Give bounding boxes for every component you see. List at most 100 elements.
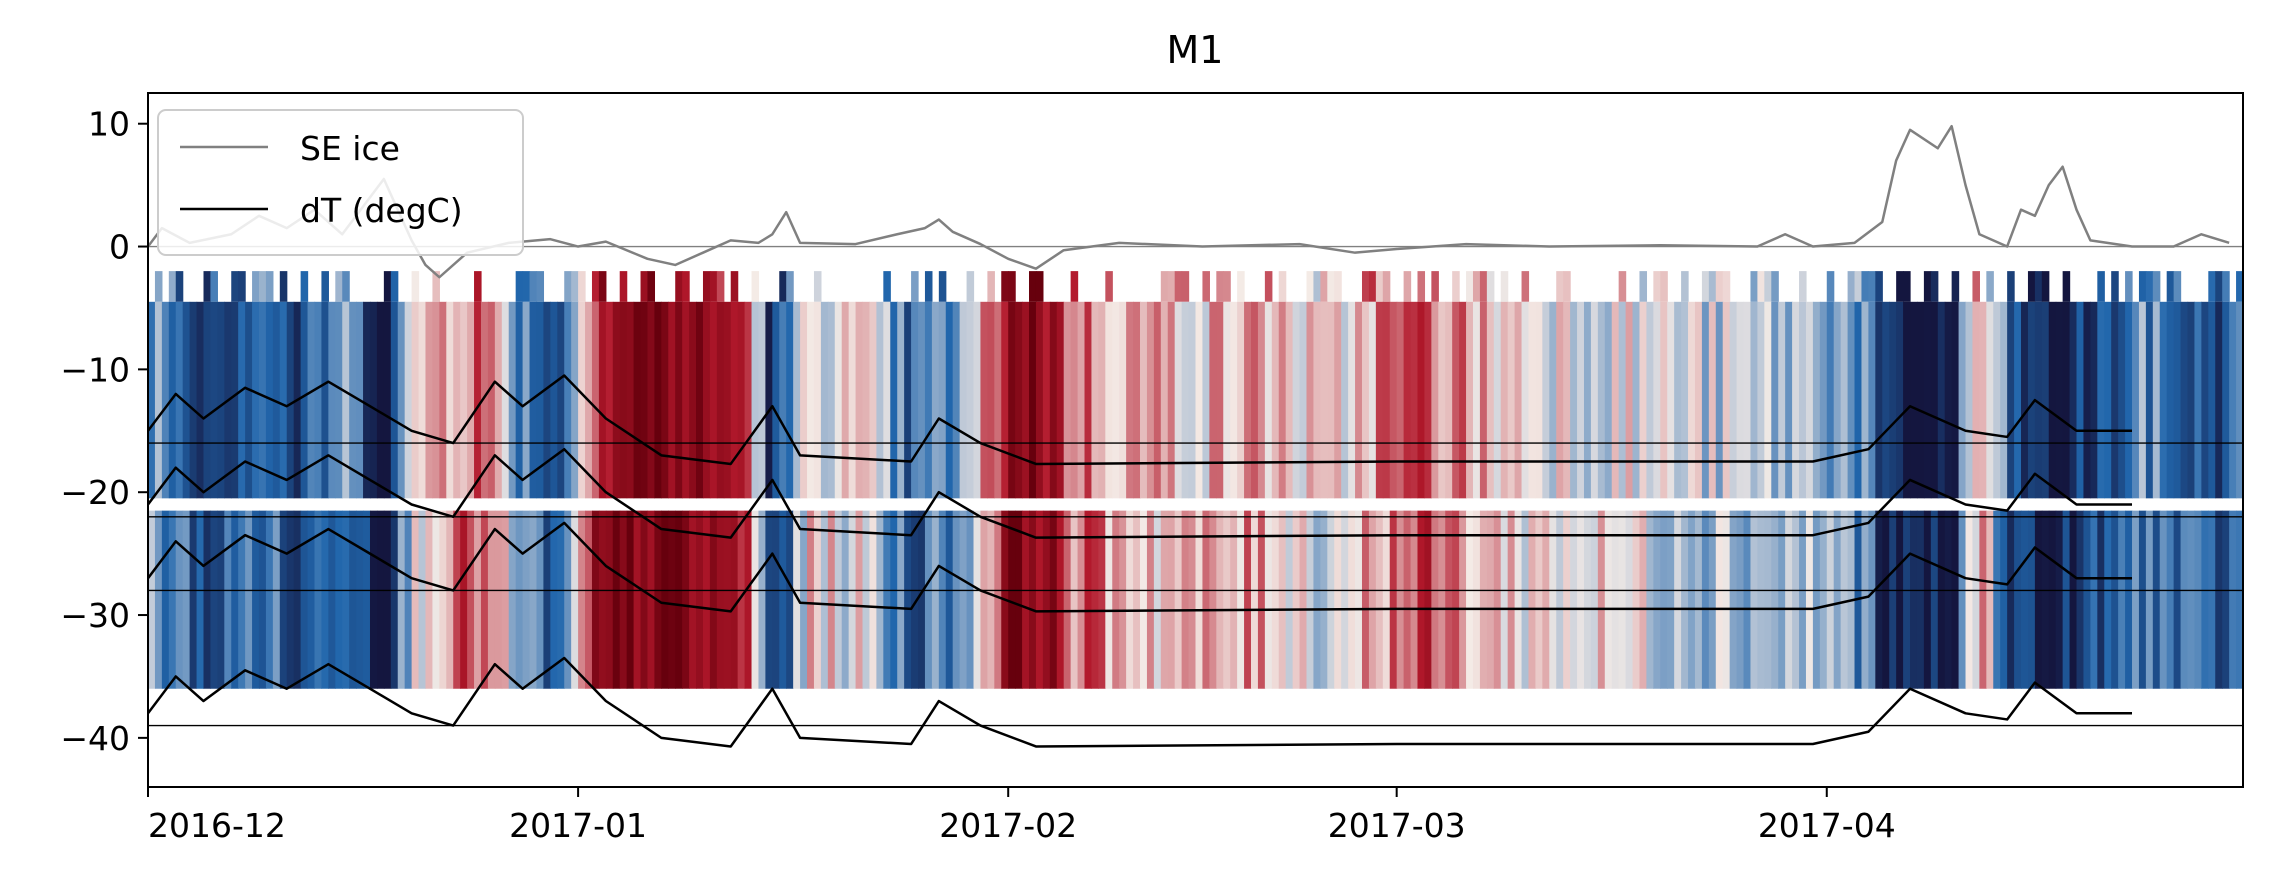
heatmap-cell-0 [1278, 271, 1287, 302]
heatmap-cell-1 [1944, 301, 1953, 499]
heatmap-cell-1 [1799, 301, 1807, 499]
heatmap-cell-1 [1140, 301, 1148, 499]
heatmap-cell-1 [1452, 301, 1460, 499]
heatmap-cell-2 [1701, 510, 1710, 689]
heatmap-cell-1 [1424, 301, 1432, 499]
heatmap-cell-2 [1278, 510, 1287, 689]
heatmap-cell-2 [702, 510, 711, 689]
heatmap-cell-1 [2138, 301, 2147, 499]
y-tick-label-5: −40 [60, 719, 130, 758]
heatmap-cell-0 [2111, 271, 2119, 302]
heatmap-cell-2 [1389, 510, 1398, 689]
heatmap-cell-1 [258, 301, 267, 499]
heatmap-cell-2 [182, 510, 191, 689]
heatmap-cell-1 [1188, 301, 1197, 499]
heatmap-cell-1 [217, 301, 225, 499]
plot-frame [147, 92, 2244, 788]
heatmap-cell-2 [793, 510, 801, 689]
heatmap-cell-2 [1292, 510, 1301, 689]
series-line-dt-3 [148, 656, 2133, 748]
heatmap-cell-1 [349, 301, 357, 499]
heatmap-cell-0 [1854, 271, 1863, 302]
heatmap-cell-1 [1334, 301, 1342, 499]
heatmap-cell-2 [1348, 510, 1356, 689]
heatmap-cell-1 [2000, 301, 2008, 499]
heatmap-cell-2 [1805, 510, 1814, 689]
heatmap-cell-0 [966, 271, 975, 302]
heatmap-cell-0 [1701, 271, 1710, 302]
heatmap-cell-2 [1140, 510, 1148, 689]
heatmap-cell-1 [2222, 301, 2230, 499]
heatmap-cell-2 [1251, 510, 1259, 689]
heatmap-cell-1 [1847, 301, 1856, 499]
heatmap-cell-1 [924, 301, 933, 499]
heatmap-cell-2 [1986, 510, 1994, 689]
heatmap-cell-2 [647, 510, 656, 689]
heatmap-cell-2 [404, 510, 413, 689]
heatmap-cell-1 [1375, 301, 1384, 499]
heatmap-cell-1 [1459, 301, 1467, 499]
heatmap-cell-0 [1313, 271, 1321, 302]
heatmap-cell-2 [1466, 510, 1474, 689]
heatmap-cell-2 [1993, 510, 2001, 689]
heatmap-cell-1 [696, 301, 704, 499]
heatmap-cell-2 [1923, 510, 1932, 689]
heatmap-cell-2 [1244, 510, 1252, 689]
heatmap-cell-0 [1875, 271, 1883, 302]
heatmap-cell-2 [258, 510, 267, 689]
heatmap-cell-2 [536, 510, 545, 689]
heatmap-cell-2 [1015, 510, 1023, 689]
heatmap-cell-2 [1063, 510, 1072, 689]
heatmap-cell-0 [1896, 271, 1904, 302]
heatmap-cell-2 [522, 510, 531, 689]
heatmap-cell-0 [938, 271, 947, 302]
heatmap-cell-1 [1722, 301, 1731, 499]
heatmap-cell-1 [931, 301, 940, 499]
y-tick-label-1: 0 [109, 228, 130, 267]
x-tick-label-2: 2017-02 [939, 806, 1077, 845]
heatmap-cell-2 [1549, 510, 1557, 689]
heatmap-cell-1 [730, 301, 739, 499]
heatmap-cell-2 [1084, 510, 1093, 689]
heatmap-cell-0 [1715, 271, 1724, 302]
heatmap-cell-2 [1056, 510, 1065, 689]
heatmap-cell-2 [1916, 510, 1925, 689]
heatmap-cell-1 [245, 301, 253, 499]
heatmap-cell-1 [487, 301, 496, 499]
heatmap-cell-2 [1639, 510, 1648, 689]
heatmap-cell-1 [1479, 301, 1488, 499]
heatmap-cell-0 [1029, 271, 1037, 302]
heatmap-layer [148, 271, 2243, 689]
heatmap-cell-2 [1105, 510, 1113, 689]
heatmap-cell-0 [1951, 271, 1960, 302]
heatmap-cell-1 [938, 301, 947, 499]
heatmap-cell-2 [1299, 510, 1308, 689]
heatmap-cell-2 [1209, 510, 1217, 689]
heatmap-cell-0 [2152, 271, 2161, 302]
heatmap-cell-2 [335, 510, 343, 689]
heatmap-cell-1 [1681, 301, 1689, 499]
heatmap-cell-0 [2208, 271, 2216, 302]
heatmap-cell-2 [1327, 510, 1335, 689]
heatmap-cell-2 [1542, 510, 1550, 689]
heatmap-cell-1 [363, 301, 371, 499]
heatmap-cell-1 [633, 301, 642, 499]
heatmap-cell-1 [1604, 301, 1613, 499]
heatmap-cell-2 [1202, 510, 1210, 689]
heatmap-cell-0 [1306, 271, 1315, 302]
heatmap-cell-1 [1174, 301, 1183, 499]
heatmap-cell-2 [883, 510, 891, 689]
heatmap-cell-0 [2215, 271, 2223, 302]
heatmap-cell-0 [1431, 271, 1439, 302]
heatmap-cell-0 [1986, 271, 1994, 302]
heatmap-cell-0 [1930, 271, 1939, 302]
heatmap-cell-2 [716, 510, 725, 689]
heatmap-cell-1 [2097, 301, 2105, 499]
heatmap-cell-1 [1514, 301, 1523, 499]
heatmap-cell-1 [1244, 301, 1252, 499]
heatmap-cell-2 [1382, 510, 1391, 689]
heatmap-cell-2 [1355, 510, 1363, 689]
heatmap-cell-2 [376, 510, 385, 689]
heatmap-cell-2 [2111, 510, 2119, 689]
heatmap-cell-0 [175, 271, 184, 302]
